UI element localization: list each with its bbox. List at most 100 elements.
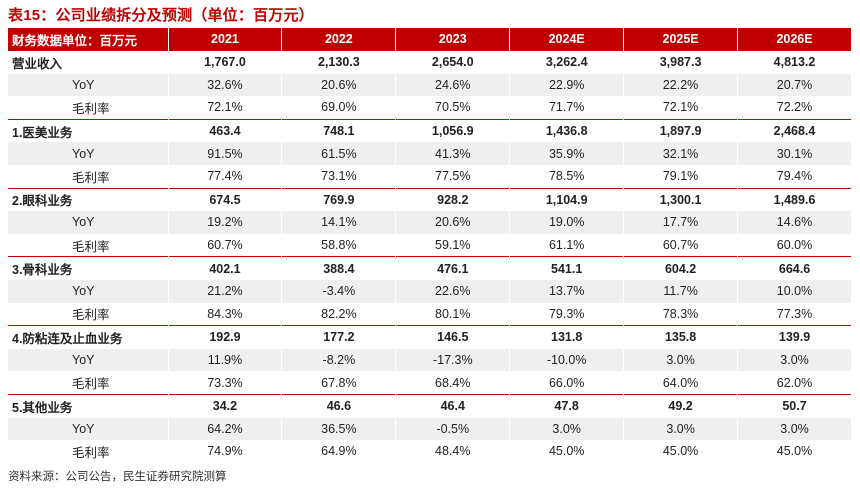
row-value: 60.7% (168, 233, 283, 257)
segment-row: 营业收入 1,767.0 2,130.3 2,654.0 3,262.4 3,987.3 4… (8, 49, 852, 74)
row-label: 毛利率 (8, 96, 169, 120)
row-value: 14.6% (737, 211, 852, 234)
row-value: 67.8% (281, 371, 397, 395)
row-value: 62.0% (737, 371, 852, 395)
row-value: 64.9% (281, 440, 397, 463)
row-value: -3.4% (281, 279, 397, 303)
metric-row: 毛利率 73.3% 67.8% 68.4% 66.0% 64.0% 62.0% (8, 371, 852, 395)
row-value: 1,897.9 (623, 118, 739, 143)
row-value: 139.9 (737, 325, 852, 349)
row-label: 营业收入 (8, 49, 169, 74)
row-label: 毛利率 (8, 164, 169, 189)
row-value: 64.2% (168, 417, 283, 441)
row-value: 36.5% (281, 417, 397, 441)
header-year: 2022 (281, 28, 397, 51)
row-label: 3.骨科业务 (8, 256, 169, 280)
header-year: 2025E (623, 28, 739, 51)
row-value: 60.0% (737, 233, 852, 257)
row-value: 70.5% (395, 96, 511, 120)
row-value: 19.2% (168, 211, 283, 234)
row-value: 60.7% (623, 233, 739, 257)
row-value: 192.9 (168, 325, 283, 349)
row-value: 69.0% (281, 96, 397, 120)
row-value: 77.3% (737, 302, 852, 326)
row-value: 61.5% (281, 142, 397, 165)
row-value: 61.1% (509, 233, 625, 257)
row-value: 41.3% (395, 142, 511, 165)
row-value: 1,104.9 (509, 187, 625, 212)
row-value: 3.0% (623, 348, 739, 372)
table-header-row: 财务数据单位：百万元 2021 2022 2023 2024E 2025E 2026E (8, 28, 852, 51)
row-value: 20.6% (395, 211, 511, 234)
metric-row: YoY 11.9% -8.2% -17.3% -10.0% 3.0% 3.0% (8, 348, 852, 372)
segment-row: 3.骨科业务 402.1 388.4 476.1 541.1 604.2 664.6 (8, 256, 852, 280)
table-title: 表15：公司业绩拆分及预测（单位：百万元） (8, 7, 314, 24)
row-value: 1,056.9 (395, 118, 511, 143)
row-value: 74.9% (168, 440, 283, 463)
row-value: 1,489.6 (737, 187, 852, 212)
row-value: 177.2 (281, 325, 397, 349)
row-value: 77.5% (395, 164, 511, 189)
row-value: 64.0% (623, 371, 739, 395)
segment-row: 4.防粘连及止血业务 192.9 177.2 146.5 131.8 135.8 139.9 (8, 325, 852, 349)
row-value: -0.5% (395, 417, 511, 441)
row-value: 32.1% (623, 142, 739, 165)
row-value: 1,767.0 (168, 49, 283, 74)
row-value: 34.2 (168, 393, 283, 418)
row-value: 59.1% (395, 233, 511, 257)
row-value: 1,436.8 (509, 118, 625, 143)
row-value: 79.3% (509, 302, 625, 326)
row-label: YoY (8, 279, 169, 303)
metric-row: YoY 21.2% -3.4% 22.6% 13.7% 11.7% 10.0% (8, 279, 852, 303)
row-value: -8.2% (281, 348, 397, 372)
row-value: 3.0% (509, 417, 625, 441)
row-value: 72.2% (737, 96, 852, 120)
row-value: 72.1% (623, 96, 739, 120)
row-value: 463.4 (168, 118, 283, 143)
row-label: 2.眼科业务 (8, 187, 169, 212)
row-value: 79.1% (623, 164, 739, 189)
row-value: 45.0% (509, 440, 625, 463)
row-label: 毛利率 (8, 302, 169, 326)
row-value: 72.1% (168, 96, 283, 120)
metric-row: 毛利率 60.7% 58.8% 59.1% 61.1% 60.7% 60.0% (8, 233, 852, 257)
row-value: 24.6% (395, 73, 511, 97)
row-value: -10.0% (509, 348, 625, 372)
metric-row: YoY 19.2% 14.1% 20.6% 19.0% 17.7% 14.6% (8, 211, 852, 234)
metric-row: YoY 64.2% 36.5% -0.5% 3.0% 3.0% 3.0% (8, 417, 852, 441)
row-label: 毛利率 (8, 440, 169, 463)
row-value: 2,468.4 (737, 118, 852, 143)
row-value: 3,987.3 (623, 49, 739, 74)
row-value: 928.2 (395, 187, 511, 212)
table-body: 营业收入 1,767.0 2,130.3 2,654.0 3,262.4 3,987.3 4… (8, 49, 852, 463)
row-value: 32.6% (168, 73, 283, 97)
row-label: 4.防粘连及止血业务 (8, 325, 169, 349)
row-value: 131.8 (509, 325, 625, 349)
header-year: 2024E (509, 28, 625, 51)
row-value: 13.7% (509, 279, 625, 303)
row-value: 388.4 (281, 256, 397, 280)
row-label: YoY (8, 348, 169, 372)
row-value: 2,130.3 (281, 49, 397, 74)
row-value: -17.3% (395, 348, 511, 372)
row-value: 84.3% (168, 302, 283, 326)
row-value: 35.9% (509, 142, 625, 165)
row-value: 22.6% (395, 279, 511, 303)
row-value: 91.5% (168, 142, 283, 165)
row-value: 604.2 (623, 256, 739, 280)
row-value: 476.1 (395, 256, 511, 280)
row-value: 14.1% (281, 211, 397, 234)
row-value: 46.4 (395, 393, 511, 418)
segment-row: 2.眼科业务 674.5 769.9 928.2 1,104.9 1,300.1 1,489… (8, 187, 852, 212)
row-value: 22.9% (509, 73, 625, 97)
row-value: 3.0% (737, 348, 852, 372)
row-value: 22.2% (623, 73, 739, 97)
header-label: 财务数据单位：百万元 (8, 28, 169, 51)
row-value: 48.4% (395, 440, 511, 463)
row-value: 50.7 (737, 393, 852, 418)
row-value: 19.0% (509, 211, 625, 234)
row-value: 769.9 (281, 187, 397, 212)
metric-row: YoY 32.6% 20.6% 24.6% 22.9% 22.2% 20.7% (8, 73, 852, 97)
row-value: 17.7% (623, 211, 739, 234)
row-value: 2,654.0 (395, 49, 511, 74)
